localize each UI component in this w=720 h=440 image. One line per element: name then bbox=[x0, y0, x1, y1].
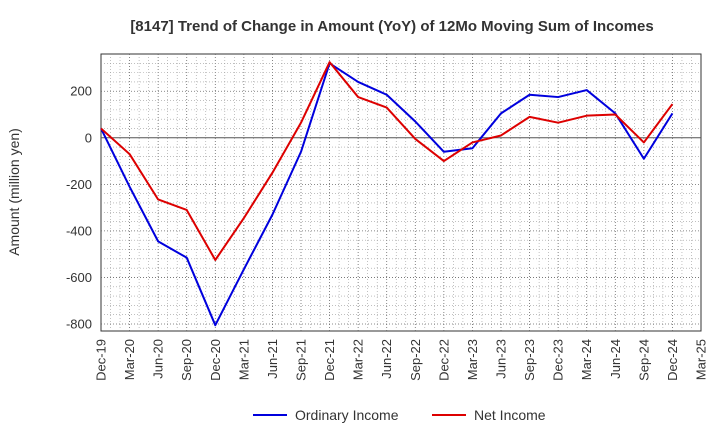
x-tick-label: Mar-25 bbox=[694, 339, 709, 380]
legend: Ordinary Income Net Income bbox=[253, 407, 546, 423]
y-tick-label: -400 bbox=[66, 223, 92, 238]
x-tick-label: Sep-21 bbox=[294, 339, 309, 381]
series-line-0 bbox=[100, 62, 674, 327]
x-tick-label: Dec-23 bbox=[551, 339, 566, 381]
y-axis-ticks: -800 -600 -400 -200 0 200 bbox=[66, 84, 92, 332]
x-tick-label: Jun-22 bbox=[379, 339, 394, 379]
x-tick-label: Jun-20 bbox=[151, 339, 166, 379]
x-axis-ticks: Dec-19 Mar-20 Jun-20 Sep-20 Dec-20 Mar-21 Jun-… bbox=[94, 339, 709, 381]
x-tick-label: Mar-22 bbox=[351, 339, 366, 380]
x-tick-label: Mar-21 bbox=[236, 339, 251, 380]
chart-title: [8147] Trend of Change in Amount (YoY) o… bbox=[130, 18, 653, 35]
x-tick-label: Sep-24 bbox=[636, 339, 651, 381]
legend-label-1: Net Income bbox=[474, 407, 546, 423]
x-tick-label: Dec-19 bbox=[94, 339, 109, 381]
y-tick-label: -600 bbox=[66, 270, 92, 285]
x-tick-label: Mar-24 bbox=[579, 339, 594, 380]
grid-lines bbox=[101, 54, 701, 331]
y-tick-label: 200 bbox=[70, 84, 92, 99]
series-lines bbox=[100, 61, 674, 327]
legend-label-0: Ordinary Income bbox=[295, 407, 399, 423]
x-tick-label: Dec-20 bbox=[208, 339, 223, 381]
x-tick-label: Dec-24 bbox=[665, 339, 680, 381]
series-line-1 bbox=[100, 61, 674, 261]
y-tick-label: -200 bbox=[66, 177, 92, 192]
x-tick-label: Mar-20 bbox=[122, 339, 137, 380]
x-tick-label: Sep-20 bbox=[179, 339, 194, 381]
x-tick-label: Jun-24 bbox=[608, 339, 623, 379]
y-tick-label: -800 bbox=[66, 317, 92, 332]
x-tick-label: Mar-23 bbox=[465, 339, 480, 380]
x-tick-label: Dec-21 bbox=[322, 339, 337, 381]
x-tick-label: Sep-22 bbox=[408, 339, 423, 381]
x-tick-label: Dec-22 bbox=[436, 339, 451, 381]
y-axis-label: Amount (million yen) bbox=[6, 128, 22, 256]
plot-area bbox=[100, 53, 702, 332]
x-tick-label: Jun-21 bbox=[265, 339, 280, 379]
x-tick-label: Jun-23 bbox=[494, 339, 509, 379]
y-tick-label: 0 bbox=[85, 130, 92, 145]
x-tick-label: Sep-23 bbox=[522, 339, 537, 381]
